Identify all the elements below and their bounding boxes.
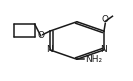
Text: O: O <box>37 31 44 40</box>
Text: N: N <box>101 45 107 54</box>
Text: N: N <box>46 45 53 54</box>
Text: NH₂: NH₂ <box>85 55 103 64</box>
Text: O: O <box>102 15 109 24</box>
